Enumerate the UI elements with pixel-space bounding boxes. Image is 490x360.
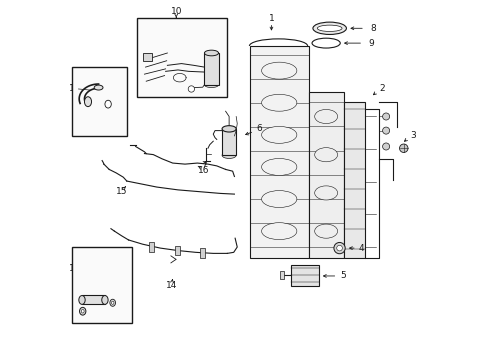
Text: 13: 13 [69,264,80,273]
Ellipse shape [318,25,342,31]
Circle shape [383,113,390,120]
Bar [291,265,319,286]
Circle shape [399,144,408,153]
Ellipse shape [102,296,108,304]
Ellipse shape [315,186,338,200]
Circle shape [188,86,195,92]
Ellipse shape [110,299,116,306]
Ellipse shape [262,223,297,240]
Ellipse shape [262,62,297,79]
Circle shape [383,143,390,150]
Ellipse shape [262,126,297,143]
Ellipse shape [315,148,338,162]
Ellipse shape [262,94,297,111]
Ellipse shape [312,38,340,48]
Bar [143,53,151,61]
Polygon shape [309,92,344,258]
Ellipse shape [204,82,219,87]
Ellipse shape [84,97,92,107]
Ellipse shape [79,296,85,304]
Bar [204,53,219,85]
Circle shape [383,127,390,134]
Ellipse shape [79,307,86,315]
Text: 15: 15 [116,187,127,196]
Text: 11: 11 [215,51,226,60]
Ellipse shape [262,190,297,207]
Bar [175,246,180,256]
Text: 16: 16 [197,166,209,175]
Circle shape [334,242,345,254]
Ellipse shape [313,22,346,35]
Text: 5: 5 [340,271,346,280]
Text: 14: 14 [166,282,177,290]
Text: 6: 6 [256,124,262,133]
Ellipse shape [94,85,103,90]
Ellipse shape [111,301,114,304]
Bar [280,271,284,279]
Text: 4: 4 [359,244,364,253]
Text: 3: 3 [410,131,416,140]
Bar [200,248,205,258]
Ellipse shape [222,152,236,158]
Text: 10: 10 [171,7,182,16]
Text: 2: 2 [379,85,385,94]
Ellipse shape [105,100,111,108]
Text: 1: 1 [269,14,274,23]
Polygon shape [250,46,309,258]
Text: 9: 9 [368,39,374,48]
Ellipse shape [315,224,338,238]
Ellipse shape [81,310,84,313]
Ellipse shape [262,158,297,175]
Bar [149,242,154,252]
Polygon shape [344,102,365,258]
Bar [72,67,127,136]
Ellipse shape [315,109,338,123]
Bar [137,18,227,97]
Bar [72,247,132,323]
Ellipse shape [204,50,219,56]
Circle shape [337,245,343,251]
Ellipse shape [222,126,236,132]
Text: 12: 12 [69,85,80,94]
Bar [82,295,105,304]
Text: 7: 7 [201,161,207,170]
Text: 8: 8 [370,24,376,33]
Bar [222,129,236,155]
